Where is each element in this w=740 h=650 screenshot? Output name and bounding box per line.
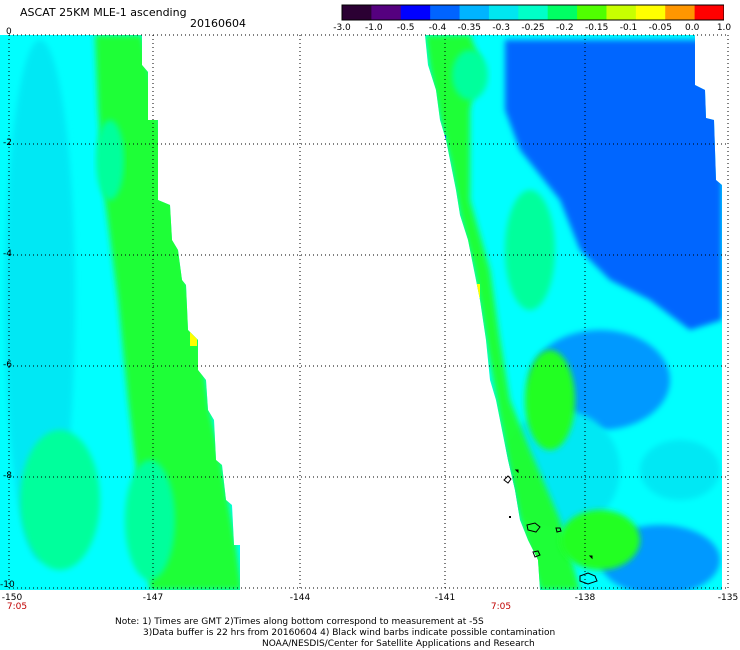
map-date: 20160604 bbox=[190, 17, 246, 30]
colorbar-tick-label: -0.35 bbox=[457, 23, 481, 33]
x-label-141: -141 bbox=[434, 593, 456, 603]
colorbar-block bbox=[459, 5, 490, 20]
colorbar-tick-label: -3.0 bbox=[333, 23, 351, 33]
colorbar-tick-label: -0.05 bbox=[648, 23, 672, 33]
island-outline bbox=[579, 572, 598, 585]
colorbar-tick-label: -1.0 bbox=[365, 23, 383, 33]
y-label-4: -4 bbox=[3, 249, 12, 259]
swath-right bbox=[425, 35, 722, 590]
note-line-1: Note: 1) Times are GMT 2)Times along bot… bbox=[115, 617, 484, 627]
time-label-right: 7:05 bbox=[490, 602, 512, 612]
y-label-6: -6 bbox=[3, 360, 12, 370]
colorbar-block bbox=[547, 5, 578, 20]
swath-left-patch bbox=[125, 460, 175, 580]
colorbar-block bbox=[342, 5, 372, 20]
colorbar-block bbox=[635, 5, 666, 20]
island-outline bbox=[532, 550, 541, 558]
swath-right-patch bbox=[560, 510, 640, 570]
colorbar-block bbox=[665, 5, 696, 20]
island-outlines bbox=[503, 469, 598, 585]
colorbar-tick-label: 1.0 bbox=[716, 23, 732, 33]
island-dot bbox=[509, 516, 511, 518]
colorbar-tick-label: -0.15 bbox=[585, 23, 609, 33]
swath-right-patch bbox=[452, 50, 488, 100]
swath-right-patch bbox=[505, 190, 555, 310]
swath-right-green-band bbox=[425, 35, 580, 590]
colorbar-tick-label: -0.5 bbox=[396, 23, 415, 33]
swath-left-patch bbox=[20, 430, 100, 570]
swath-right-yellow-pixel bbox=[474, 284, 480, 298]
colorbar-tick-label: -0.25 bbox=[521, 23, 545, 33]
colorbar-block bbox=[577, 5, 607, 20]
note-line-3: NOAA/NESDIS/Center for Satellite Applica… bbox=[262, 639, 535, 649]
x-label-135: -135 bbox=[717, 593, 739, 603]
island-outline bbox=[526, 522, 541, 533]
swath-right-blue-pixel bbox=[464, 255, 470, 265]
colorbar-tick-label: -0.2 bbox=[556, 23, 574, 33]
grid-lines bbox=[8, 34, 729, 589]
colorbar-tick-label: -0.3 bbox=[492, 23, 510, 33]
island-outline bbox=[514, 469, 519, 474]
colorbar-block bbox=[430, 5, 461, 20]
colorbar-tick-label: 0.0 bbox=[684, 23, 700, 33]
swath-left bbox=[0, 35, 240, 590]
x-label-138: -138 bbox=[574, 593, 596, 603]
swath-right-patch bbox=[640, 440, 720, 500]
colorbar-block bbox=[606, 5, 637, 20]
y-label-2: -2 bbox=[3, 138, 12, 148]
island-outline bbox=[555, 527, 562, 533]
note-line-2: 3)Data buffer is 22 hrs from 20160604 4)… bbox=[143, 628, 556, 638]
swath-right-blue-core bbox=[505, 40, 722, 330]
swath-left-yellow-pixel bbox=[190, 328, 197, 346]
swath-left-patch bbox=[5, 40, 75, 560]
swath-right-patch bbox=[525, 350, 575, 450]
colorbar-tick-label: -0.1 bbox=[619, 23, 638, 33]
y-label-10: -10 bbox=[0, 580, 15, 590]
swath-left-patch bbox=[96, 120, 124, 200]
colorbar-tick-label: -0.4 bbox=[428, 23, 447, 33]
colorbar-block bbox=[694, 5, 724, 20]
colorbar-block bbox=[400, 5, 431, 20]
swath-left-green-band bbox=[95, 35, 240, 590]
y-label-8: -8 bbox=[3, 471, 12, 481]
colorbar-block bbox=[488, 5, 519, 20]
island-outline bbox=[588, 555, 593, 560]
time-label-left: 7:05 bbox=[6, 602, 28, 612]
colorbar bbox=[341, 4, 724, 21]
x-label-144: -144 bbox=[289, 593, 311, 603]
colorbar-block bbox=[371, 5, 402, 20]
map-title: ASCAT 25KM MLE-1 ascending bbox=[20, 6, 187, 19]
y-label-0: 0 bbox=[6, 27, 12, 37]
island-outline bbox=[503, 475, 512, 484]
colorbar-frame bbox=[341, 4, 724, 21]
x-label-147: -147 bbox=[142, 593, 164, 603]
x-label-150: -150 bbox=[1, 593, 23, 603]
colorbar-block bbox=[518, 5, 549, 20]
